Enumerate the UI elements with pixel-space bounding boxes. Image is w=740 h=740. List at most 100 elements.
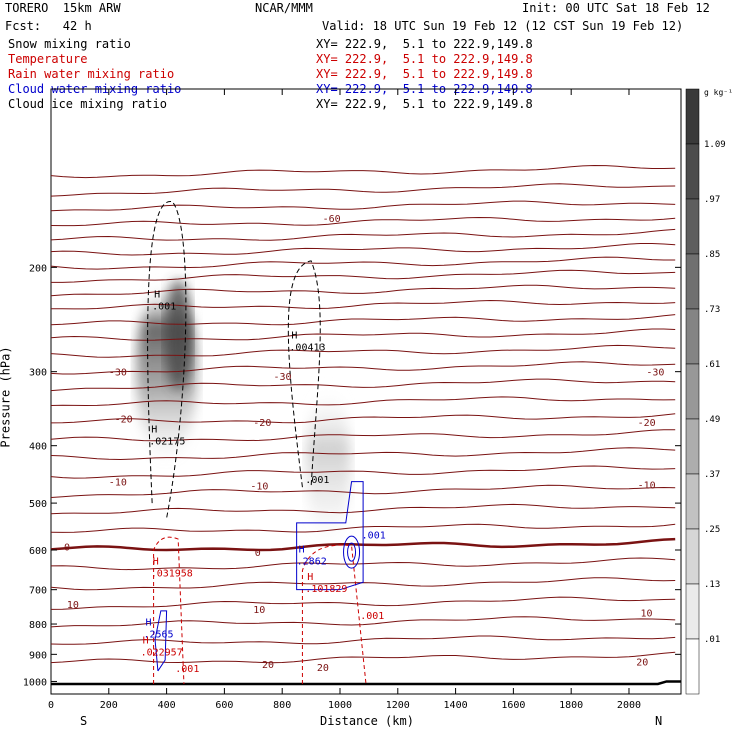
init-label: Init: 00 UTC Sat 18 Feb 12 <box>522 1 710 15</box>
colorbar-tick-label: .01 <box>704 635 720 645</box>
cloud-water-contour-core <box>343 535 361 569</box>
plot-frame <box>50 88 682 695</box>
colorbar-swatch <box>685 308 700 365</box>
colorbar-swatch <box>685 528 700 585</box>
field-xy-cloud-ice: XY= 222.9, 5.1 to 222.9,149.8 <box>316 97 533 111</box>
rain-contour-2 <box>301 544 367 685</box>
extremum-value: .00413 <box>289 342 325 353</box>
isotherm-label: 10 <box>67 600 79 611</box>
colorbar-unit-label: g kg⁻¹ <box>704 88 733 97</box>
extremum-value: .022957 <box>141 647 183 658</box>
field-xy-snow: XY= 222.9, 5.1 to 222.9,149.8 <box>316 37 533 51</box>
y-tick-label: 400 <box>29 442 47 453</box>
colorbar-swatch <box>685 88 700 145</box>
isotherm-line <box>51 299 676 310</box>
y-tick-label: 700 <box>29 586 47 597</box>
isotherm-label: -30 <box>274 372 292 383</box>
colorbar-tick-label: 1.09 <box>704 140 726 150</box>
y-tick-label: 200 <box>29 263 47 274</box>
x-tick-label: 1600 <box>501 700 525 711</box>
extremum-mark: H <box>151 424 157 435</box>
isotherm-line <box>50 216 676 227</box>
colorbar-swatch <box>685 143 700 200</box>
extremum-value: .02175 <box>149 436 185 447</box>
isotherm-label: -60 <box>323 214 341 225</box>
extremum-value: .001 <box>305 475 329 486</box>
extremum-value: .031958 <box>151 569 193 580</box>
isotherm-label: -10 <box>638 480 656 491</box>
field-xy-rain: XY= 222.9, 5.1 to 222.9,149.8 <box>316 67 533 81</box>
field-xy-temperature: XY= 222.9, 5.1 to 222.9,149.8 <box>316 52 533 66</box>
isotherm-line <box>50 361 676 375</box>
isotherm-label: 20 <box>636 657 648 668</box>
snow-shade-2 <box>306 384 351 545</box>
colorbar-tick-label: .97 <box>704 195 720 205</box>
isotherm-line <box>50 465 676 479</box>
colorbar-swatch <box>685 638 700 695</box>
x-tick-label: 800 <box>273 700 291 711</box>
field-name-rain: Rain water mixing ratio <box>8 67 175 81</box>
terrain-line <box>51 680 681 686</box>
extremum-value: .001 <box>360 611 384 622</box>
cloud-water-contour-core-2 <box>347 542 357 562</box>
x-tick-label: 1800 <box>559 700 583 711</box>
extremum-mark: H <box>143 635 149 646</box>
isotherm-line <box>50 228 676 241</box>
isotherm-label: 10 <box>253 605 265 616</box>
valid-label: Valid: 18 UTC Sun 19 Feb 12 (12 CST Sun … <box>322 19 684 33</box>
field-name-temperature: Temperature <box>8 52 88 66</box>
isotherm-line <box>50 396 676 407</box>
x-tick-label: 200 <box>100 700 118 711</box>
extremum-mark: H <box>291 330 297 341</box>
cloud-water-contour-1 <box>296 481 364 591</box>
extremum-value: .2565 <box>143 630 173 641</box>
direction-left-label: S <box>80 714 88 728</box>
ice-contour-1 <box>147 201 187 519</box>
x-tick-label: 1000 <box>328 700 352 711</box>
colorbar-tick-label: .85 <box>704 250 720 260</box>
colorbar-tick-label: .37 <box>704 470 720 480</box>
colorbar-tick-label: .13 <box>704 580 720 590</box>
colorbar-tick-label: .61 <box>704 360 720 370</box>
isotherm-label: 0 <box>64 543 70 554</box>
extremum-value: .2862 <box>297 557 327 568</box>
colorbar-swatch <box>685 473 700 530</box>
isotherm-label: 0 <box>255 548 261 559</box>
isotherm-line <box>50 413 676 424</box>
isotherm-line <box>50 284 676 297</box>
isotherm-line <box>50 243 676 256</box>
field-name-cloud-ice: Cloud ice mixing ratio <box>8 97 167 111</box>
colorbar-tick-label: .73 <box>704 305 720 315</box>
isotherm-line <box>51 269 676 283</box>
y-tick-label: 1000 <box>23 677 47 688</box>
colorbar-swatch <box>685 418 700 475</box>
snow-shade-max-1 <box>164 279 193 390</box>
x-axis-label: Distance (km) <box>320 714 414 728</box>
colorbar-swatch <box>685 583 700 640</box>
fcst-label: Fcst: 42 h <box>5 19 92 33</box>
direction-right-label: N <box>655 714 663 728</box>
isotherm-line <box>50 328 676 341</box>
model-label: TORERO 15km ARW <box>5 1 121 15</box>
extremum-mark: H <box>145 618 151 629</box>
y-tick-label: 800 <box>29 620 47 631</box>
isotherm-label: -30 <box>109 368 127 379</box>
isotherm-line <box>50 256 676 270</box>
isotherm-label: -10 <box>250 482 268 493</box>
colorbar-swatch <box>685 253 700 310</box>
isotherm-label: 20 <box>317 663 329 674</box>
isotherm-line <box>50 183 676 197</box>
cloud-water-contour-2 <box>154 610 168 672</box>
y-tick-label: 900 <box>29 650 47 661</box>
colorbar-swatch <box>685 198 700 255</box>
colorbar-tick-label: .25 <box>704 525 720 535</box>
y-tick-label: 300 <box>29 368 47 379</box>
isotherm-label: -20 <box>638 418 656 429</box>
extremum-value: .001 <box>175 664 199 675</box>
ice-contour-2 <box>287 260 321 488</box>
isotherm-line <box>50 344 676 358</box>
isotherm-label: -20 <box>253 418 271 429</box>
x-tick-label: 0 <box>48 700 54 711</box>
colorbar-swatch <box>685 363 700 420</box>
